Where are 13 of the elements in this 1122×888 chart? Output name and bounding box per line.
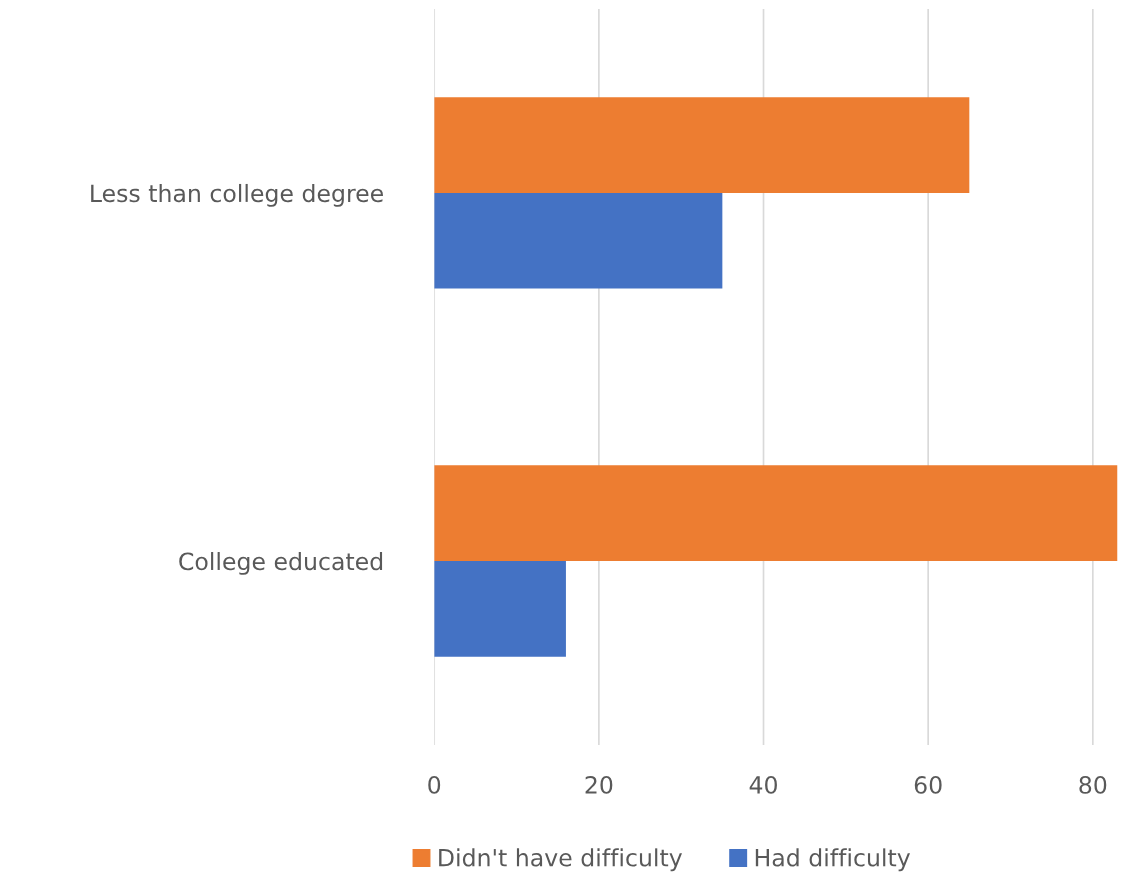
legend-label: Didn't have difficulty <box>439 848 682 872</box>
x-tick-label: 80 <box>1079 776 1107 794</box>
legend-label: Had difficulty <box>755 848 911 872</box>
x-tick-label: 60 <box>914 776 942 794</box>
x-tick-label: 40 <box>749 776 777 794</box>
bar <box>434 192 723 289</box>
y-tick-label: Less than college degree <box>91 183 383 207</box>
y-tick-label: College educated <box>179 552 383 575</box>
x-tick-label: 0 <box>428 776 441 794</box>
bar <box>434 465 1118 561</box>
bar <box>434 97 970 193</box>
bar <box>434 560 566 657</box>
x-tick-label: 20 <box>585 776 613 794</box>
